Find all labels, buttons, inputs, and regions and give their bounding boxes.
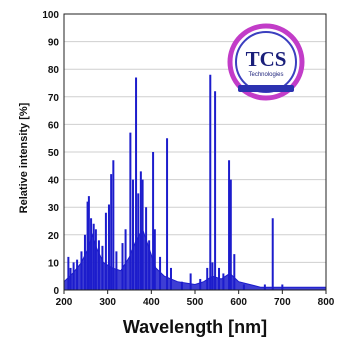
x-axis-label: Wavelength [nm]	[123, 317, 267, 337]
x-tick-label: 300	[99, 297, 116, 308]
spectrum-peaks	[67, 74, 284, 290]
y-tick-label: 20	[48, 231, 60, 242]
x-tick-label: 500	[187, 297, 204, 308]
y-tick-label: 60	[48, 120, 60, 131]
logo-subtitle: Technologies	[248, 72, 283, 78]
y-axis-ticks: 0 10 20 30 40 50 60 70 80 90 100	[42, 10, 59, 297]
y-tick-label: 40	[48, 176, 60, 187]
y-tick-label: 10	[48, 258, 60, 269]
x-tick-label: 800	[318, 297, 335, 308]
logo-text: TCS	[246, 47, 287, 71]
tcs-logo: TCS Technologies	[227, 23, 305, 101]
x-axis-ticks: 200 300 400 500 600 700 800	[56, 290, 335, 308]
x-tick-label: 600	[230, 297, 247, 308]
y-axis-label: Relative intensity [%]	[18, 102, 30, 213]
x-tick-label: 700	[274, 297, 291, 308]
y-tick-label: 100	[42, 10, 59, 21]
y-tick-label: 50	[48, 148, 60, 159]
y-tick-label: 0	[53, 286, 59, 297]
y-tick-label: 70	[48, 93, 60, 104]
x-tick-label: 200	[56, 297, 73, 308]
x-tick-label: 400	[143, 297, 160, 308]
y-tick-label: 80	[48, 65, 60, 76]
y-tick-label: 30	[48, 203, 60, 214]
y-tick-label: 90	[48, 38, 60, 49]
logo-banner	[238, 85, 294, 92]
